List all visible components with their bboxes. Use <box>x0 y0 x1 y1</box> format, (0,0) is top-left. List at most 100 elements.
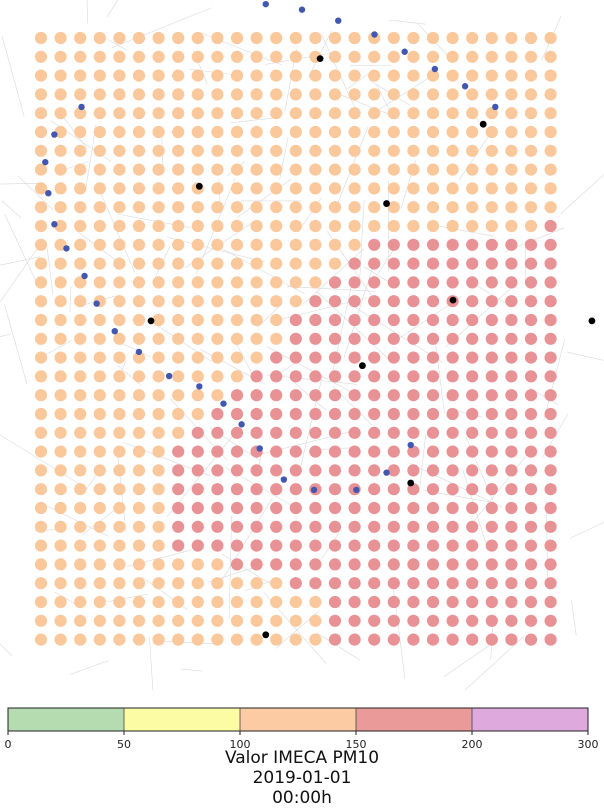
grid-cell <box>524 539 538 552</box>
grid-cell <box>387 219 400 233</box>
grid-cell <box>132 238 146 251</box>
grid-cell <box>152 31 165 45</box>
grid-cell <box>485 107 498 120</box>
grid-cell <box>113 238 126 251</box>
grid-cell <box>93 332 106 345</box>
grid-cell <box>485 520 498 533</box>
grid-cell <box>172 50 185 63</box>
station-point <box>449 296 457 304</box>
street-line <box>0 256 41 266</box>
grid-cell <box>426 407 440 421</box>
grid-cell <box>54 295 67 308</box>
grid-cell <box>152 276 165 289</box>
grid-cell <box>172 351 185 364</box>
colorbar-bin <box>8 708 124 731</box>
grid-cell <box>74 163 87 176</box>
grid-cell <box>270 219 283 233</box>
grid-cell <box>230 595 244 609</box>
grid-cell <box>446 595 459 609</box>
grid-cell <box>387 389 400 402</box>
grid-cell <box>270 332 283 345</box>
grid-cell <box>328 107 342 120</box>
grid-cell <box>74 50 87 63</box>
grid-cell <box>191 558 204 571</box>
grid-cell <box>34 595 48 609</box>
grid-cell <box>250 31 263 45</box>
grid-cell <box>309 31 322 45</box>
grid-cell <box>113 69 126 82</box>
grid-cell <box>172 577 185 590</box>
grid-cell <box>74 125 87 139</box>
grid-cell <box>250 69 263 82</box>
grid-cell <box>54 445 67 458</box>
station-point <box>359 362 366 370</box>
grid-cell <box>270 69 283 82</box>
grid-cell <box>113 407 126 421</box>
grid-cell <box>230 464 244 477</box>
grid-cell <box>34 483 48 496</box>
grid-cell <box>289 125 302 139</box>
grid-cell <box>289 351 302 364</box>
grid-cell <box>172 558 185 571</box>
street-line <box>376 74 435 112</box>
grid-cell <box>270 276 283 289</box>
grid-cell <box>289 426 302 439</box>
street-line <box>570 522 604 539</box>
street-line <box>17 175 54 211</box>
grid-cell <box>544 389 557 402</box>
grid-cell <box>152 445 165 458</box>
grid-cell <box>270 88 283 101</box>
grid-cell <box>191 520 204 533</box>
grid-cell <box>132 483 146 496</box>
grid-cell <box>407 407 420 421</box>
station-point <box>407 479 415 487</box>
grid-cell <box>328 31 342 45</box>
grid-cell <box>328 407 342 421</box>
grid-cell <box>426 163 440 176</box>
grid-cell <box>466 407 479 421</box>
street-line <box>112 7 212 49</box>
street-line <box>1 36 25 117</box>
grid-cell <box>270 313 283 327</box>
grid-cell <box>524 238 538 251</box>
grid-cell <box>270 144 283 157</box>
grid-cell <box>113 370 126 383</box>
street-line <box>377 250 394 275</box>
colorbar-tick-label: 50 <box>117 738 131 751</box>
boundary-point <box>63 245 70 252</box>
grid-cell <box>93 483 106 496</box>
grid-cell <box>191 276 204 289</box>
grid-cell <box>250 483 263 496</box>
grid-cell <box>289 276 302 289</box>
grid-cell <box>34 407 48 421</box>
street-line <box>4 213 38 286</box>
grid-cell <box>309 257 322 270</box>
grid-cell <box>230 182 244 195</box>
grid-cell <box>524 577 538 590</box>
grid-cell <box>230 69 244 82</box>
grid-cell <box>446 520 459 533</box>
grid-cell <box>505 464 518 477</box>
grid-cell <box>270 483 283 496</box>
grid-cell <box>230 501 244 515</box>
grid-cell <box>466 426 479 439</box>
grid-cell <box>113 426 126 439</box>
grid-cell <box>289 313 302 327</box>
boundary-point <box>196 383 203 390</box>
grid-cell <box>191 201 204 214</box>
grid-cell <box>250 257 263 270</box>
grid-cell <box>544 295 557 308</box>
grid-cell <box>387 276 400 289</box>
grid-cell <box>54 144 67 157</box>
grid-cell <box>524 445 538 458</box>
grid-cell <box>348 50 361 63</box>
grid-cell <box>34 370 48 383</box>
grid-cell <box>426 501 440 515</box>
grid-cell <box>387 445 400 458</box>
grid-cell <box>524 464 538 477</box>
grid-cell <box>172 501 185 515</box>
grid-cell <box>368 276 381 289</box>
grid-cell <box>309 501 322 515</box>
grid-cell <box>524 125 538 139</box>
boundary-point <box>111 328 118 335</box>
